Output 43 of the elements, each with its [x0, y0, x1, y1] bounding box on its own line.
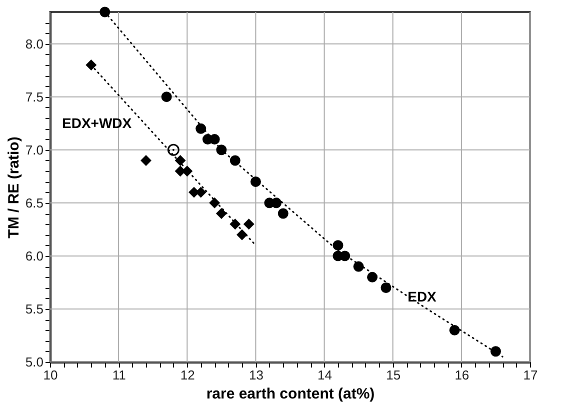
point	[278, 208, 288, 219]
point	[167, 144, 180, 156]
x-tick-label: 17	[523, 368, 538, 382]
x-axis-title: rare earth content (at%)	[206, 386, 375, 402]
point	[209, 197, 220, 208]
point	[216, 144, 227, 156]
point	[236, 229, 248, 240]
point	[230, 218, 241, 230]
x-tick-label: 15	[386, 368, 401, 382]
x-tick-label: 11	[112, 368, 126, 382]
y-tick-label: 6.0	[25, 248, 44, 264]
point	[449, 324, 460, 336]
point	[174, 155, 186, 166]
point	[250, 176, 261, 187]
y-tick-label: 7.0	[25, 142, 44, 158]
annotation: EDX+WDX	[62, 115, 132, 131]
point	[230, 155, 240, 166]
x-tick-label: 10	[43, 368, 58, 382]
y-tick-label: 6.5	[25, 195, 44, 210]
point	[161, 92, 172, 102]
point	[86, 60, 97, 71]
point	[490, 346, 501, 357]
point	[196, 123, 206, 134]
x-tick-label: 12	[180, 368, 195, 382]
point	[243, 218, 254, 230]
x-tick-label: 13	[248, 368, 264, 382]
point	[140, 155, 152, 166]
y-tick-label: 7.5	[25, 89, 44, 104]
point	[340, 250, 350, 262]
annotation: EDX	[408, 288, 438, 304]
point	[271, 198, 282, 208]
y-tick-label: 5.5	[25, 301, 44, 316]
point	[353, 261, 364, 272]
point	[332, 240, 344, 251]
point	[380, 282, 392, 293]
y-axis-title: TM / RE (ratio)	[5, 136, 22, 238]
x-tick-label: 16	[454, 368, 470, 382]
point	[100, 6, 110, 18]
point	[367, 272, 378, 282]
x-tick-label: 14	[318, 368, 332, 382]
y-tick-label: 8.0	[25, 36, 44, 52]
y-tick-label: 5.0	[25, 354, 44, 370]
point	[216, 208, 227, 219]
